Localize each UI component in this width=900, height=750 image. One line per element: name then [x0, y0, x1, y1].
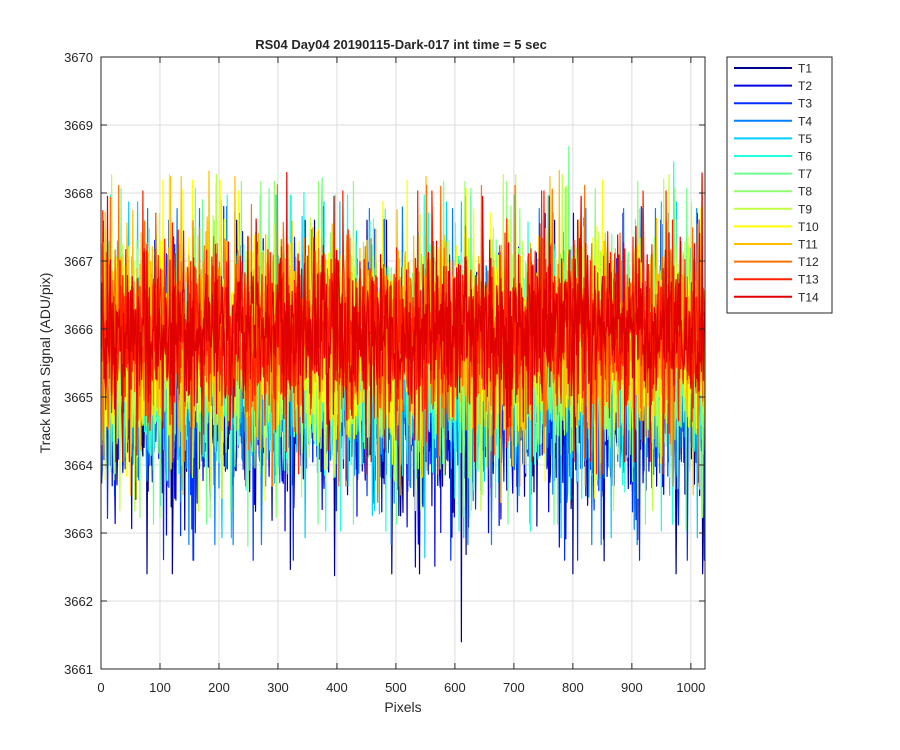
x-axis-label: Pixels	[384, 699, 421, 715]
y-tick-label: 3665	[64, 390, 93, 405]
axes-box	[100, 56, 706, 670]
x-tick-label: 100	[149, 680, 171, 695]
legend-label-t1: T1	[798, 62, 812, 76]
legend-label-t8: T8	[798, 185, 812, 199]
y-tick-label: 3664	[64, 458, 93, 473]
x-tick-label: 400	[326, 680, 348, 695]
x-tick-label: 900	[621, 680, 643, 695]
legend-label-t7: T7	[798, 167, 812, 181]
y-tick-label: 3668	[64, 186, 93, 201]
legend-label-t14: T14	[798, 290, 819, 304]
x-tick-label: 500	[385, 680, 407, 695]
legend-label-t13: T13	[798, 273, 819, 287]
x-tick-label: 600	[444, 680, 466, 695]
x-tick-label: 300	[267, 680, 289, 695]
legend-label-t11: T11	[798, 238, 818, 252]
x-tick-label: 1000	[676, 680, 705, 695]
series-line-t14	[101, 172, 705, 463]
legend-label-t5: T5	[798, 132, 812, 146]
legend-label-t10: T10	[798, 220, 819, 234]
x-tick-labels: 0 100 200 300 400 500 600 700 800 900 1000	[97, 680, 705, 695]
legend-label-t12: T12	[798, 255, 819, 269]
y-tick-labels: 3661 3662 3663 3664 3665 3666 3667 3668 3669 3670	[64, 50, 93, 677]
y-tick-label: 3661	[64, 662, 93, 677]
x-tick-label: 200	[208, 680, 230, 695]
plot-area: 0 100 200 300 400 500 600 700 800 900 1000 3661366…	[64, 50, 706, 695]
data-series	[101, 145, 705, 643]
legend-label-t3: T3	[798, 97, 812, 111]
x-tick-label: 800	[562, 680, 584, 695]
legend: T1 T2 T3 T4 T5 T6 T7 T8 T9 T10 T11 T12 T13 T14	[726, 56, 833, 314]
legend-box	[726, 56, 833, 314]
y-tick-label: 3663	[64, 526, 93, 541]
y-tick-label: 3669	[64, 118, 93, 133]
chart-title: RS04 Day04 20190115-Dark-017 int time = …	[255, 37, 547, 52]
y-tick-label: 3667	[64, 254, 93, 269]
y-axis-label: Track Mean Signal (ADU/pix)	[37, 273, 53, 454]
y-tick-label: 3666	[64, 322, 93, 337]
legend-label-t4: T4	[798, 114, 812, 128]
tick-marks	[100, 56, 705, 670]
legend-label-t6: T6	[798, 150, 812, 164]
x-tick-label: 0	[97, 680, 104, 695]
x-tick-label: 700	[503, 680, 525, 695]
legend-label-t9: T9	[798, 202, 812, 216]
legend-label-t2: T2	[798, 79, 812, 93]
y-tick-label: 3662	[64, 594, 93, 609]
y-tick-label: 3670	[64, 50, 93, 65]
